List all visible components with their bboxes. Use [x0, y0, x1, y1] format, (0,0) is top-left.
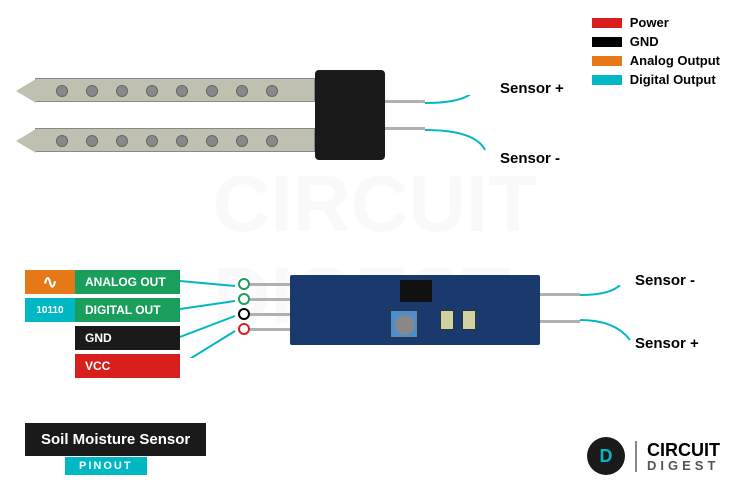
- pin-row-gnd: GND: [25, 326, 180, 350]
- soil-probe: [35, 70, 385, 160]
- legend-label: Analog Output: [630, 53, 720, 68]
- module-pin-ao: [250, 283, 290, 286]
- spacer: [25, 354, 75, 378]
- probe-pins: [385, 100, 425, 154]
- legend-item-power: Power: [592, 15, 720, 30]
- probe-pin-plus: [385, 100, 425, 103]
- pin-labels: ∿ ANALOG OUT 10110 DIGITAL OUT GND VCC: [25, 270, 180, 382]
- probe-pin-minus: [385, 127, 425, 130]
- probe-label-plus: Sensor +: [500, 80, 564, 97]
- spacer: [25, 326, 75, 350]
- legend-label: GND: [630, 34, 659, 49]
- title-main: Soil Moisture Sensor: [25, 423, 206, 456]
- legend-label: Power: [630, 15, 669, 30]
- prong-dots: [56, 85, 278, 97]
- legend: Power GND Analog Output Digital Output: [592, 15, 720, 91]
- pin-label-text: DIGITAL OUT: [75, 298, 180, 322]
- module-ic: [400, 280, 432, 302]
- legend-item-digital: Digital Output: [592, 72, 720, 87]
- probe-label-minus: Sensor -: [500, 150, 560, 167]
- legend-swatch: [592, 37, 622, 47]
- legend-item-gnd: GND: [592, 34, 720, 49]
- module-potentiometer: [390, 310, 418, 338]
- probe-prong-top: [35, 78, 315, 102]
- probe-prong-bottom: [35, 128, 315, 152]
- legend-item-analog: Analog Output: [592, 53, 720, 68]
- module-right-pins: [540, 293, 580, 323]
- title-block: Soil Moisture Sensor PINOUT: [25, 423, 206, 475]
- legend-label: Digital Output: [630, 72, 716, 87]
- pin-label-text: ANALOG OUT: [75, 270, 180, 294]
- brand-text: CIRCUIT DIGEST: [635, 441, 720, 472]
- pin-row-analog: ∿ ANALOG OUT: [25, 270, 180, 294]
- module-pin-do: [250, 298, 290, 301]
- analog-wave-icon: ∿: [25, 270, 75, 294]
- probe-body: [35, 70, 385, 160]
- prong-dots: [56, 135, 278, 147]
- title-sub: PINOUT: [65, 457, 147, 475]
- label-wires: [180, 278, 240, 358]
- digital-binary-icon: 10110: [25, 298, 75, 322]
- pin-label-text: VCC: [75, 354, 180, 378]
- module-pin-gnd: [250, 313, 290, 316]
- module-pin-sensor-plus: [540, 320, 580, 323]
- brand-top: CIRCUIT: [647, 441, 720, 459]
- comparator-module: [290, 275, 540, 345]
- legend-swatch: [592, 56, 622, 66]
- module-leds: [440, 310, 476, 330]
- brand-icon: D: [587, 437, 625, 475]
- brand-bottom: DIGEST: [647, 459, 720, 472]
- module-label-plus: Sensor +: [635, 335, 699, 352]
- module-left-pins: [250, 283, 290, 331]
- legend-swatch: [592, 18, 622, 28]
- pin-label-text: GND: [75, 326, 180, 350]
- pin-row-vcc: VCC: [25, 354, 180, 378]
- module-label-minus: Sensor -: [635, 272, 695, 289]
- module-pin-vcc: [250, 328, 290, 331]
- probe-base: [315, 70, 385, 160]
- legend-swatch: [592, 75, 622, 85]
- pin-row-digital: 10110 DIGITAL OUT: [25, 298, 180, 322]
- module-pin-sensor-minus: [540, 293, 580, 296]
- brand: D CIRCUIT DIGEST: [587, 437, 720, 475]
